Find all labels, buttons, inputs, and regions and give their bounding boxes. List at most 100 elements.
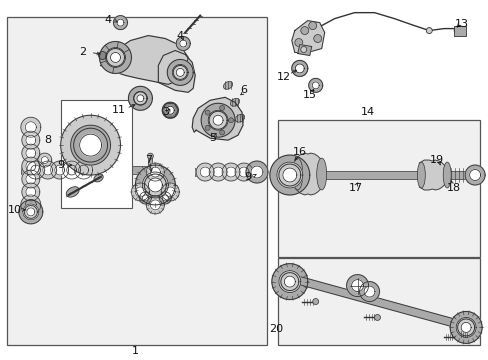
Bar — [61, 100, 132, 208]
Ellipse shape — [416, 162, 425, 188]
Polygon shape — [26, 174, 36, 184]
Circle shape — [300, 46, 306, 53]
Polygon shape — [280, 273, 298, 291]
Text: 13: 13 — [454, 19, 468, 28]
Polygon shape — [173, 66, 187, 80]
Text: 8: 8 — [44, 135, 51, 145]
Polygon shape — [146, 163, 164, 181]
Text: 2: 2 — [79, 48, 86, 58]
Polygon shape — [419, 160, 448, 190]
Polygon shape — [245, 161, 267, 183]
Polygon shape — [62, 161, 81, 179]
Polygon shape — [201, 103, 235, 137]
Polygon shape — [213, 115, 223, 125]
Text: 14: 14 — [360, 107, 374, 117]
Polygon shape — [159, 192, 171, 204]
Circle shape — [219, 105, 224, 111]
Polygon shape — [135, 187, 145, 197]
Polygon shape — [166, 106, 174, 114]
Polygon shape — [27, 161, 45, 179]
Circle shape — [204, 125, 210, 130]
Polygon shape — [82, 147, 88, 153]
Polygon shape — [19, 200, 42, 224]
Circle shape — [313, 35, 321, 42]
Polygon shape — [225, 167, 236, 177]
Polygon shape — [26, 187, 36, 197]
Polygon shape — [284, 276, 295, 287]
Polygon shape — [351, 280, 363, 292]
Polygon shape — [110, 53, 120, 62]
Circle shape — [374, 315, 380, 320]
Text: 11: 11 — [111, 105, 125, 115]
Polygon shape — [148, 178, 162, 192]
Polygon shape — [71, 125, 110, 165]
Bar — [277, 120, 479, 257]
Polygon shape — [38, 153, 52, 167]
Polygon shape — [209, 163, 226, 181]
Bar — [448, 171, 473, 179]
Circle shape — [308, 22, 316, 30]
Circle shape — [453, 26, 463, 36]
Polygon shape — [21, 117, 41, 137]
Circle shape — [300, 27, 308, 35]
Circle shape — [294, 39, 302, 46]
Polygon shape — [208, 110, 227, 130]
Text: 12: 12 — [276, 72, 290, 82]
Polygon shape — [80, 144, 91, 156]
Ellipse shape — [292, 158, 302, 190]
Ellipse shape — [230, 98, 239, 106]
Polygon shape — [449, 311, 481, 343]
Polygon shape — [278, 164, 300, 186]
Polygon shape — [134, 92, 146, 105]
Polygon shape — [135, 165, 175, 205]
Polygon shape — [22, 131, 40, 149]
Polygon shape — [308, 78, 322, 92]
Circle shape — [147, 153, 153, 159]
Polygon shape — [468, 170, 480, 180]
Circle shape — [426, 28, 431, 33]
Text: 16: 16 — [292, 147, 306, 157]
Text: 6: 6 — [240, 85, 247, 95]
Polygon shape — [117, 19, 124, 26]
Polygon shape — [239, 167, 248, 177]
Polygon shape — [66, 165, 77, 175]
Text: 18: 18 — [446, 183, 460, 193]
Polygon shape — [346, 275, 368, 297]
Polygon shape — [22, 157, 40, 175]
Polygon shape — [297, 45, 311, 55]
Bar — [277, 258, 479, 345]
Polygon shape — [21, 195, 41, 215]
Circle shape — [228, 118, 233, 123]
Polygon shape — [51, 161, 68, 179]
Polygon shape — [74, 128, 107, 162]
Circle shape — [204, 110, 210, 115]
Polygon shape — [235, 163, 252, 181]
Polygon shape — [196, 163, 214, 181]
Polygon shape — [161, 183, 179, 201]
Polygon shape — [137, 95, 143, 102]
Text: 5: 5 — [209, 133, 216, 143]
Circle shape — [312, 298, 318, 305]
Polygon shape — [144, 174, 166, 196]
Polygon shape — [55, 165, 64, 175]
Polygon shape — [106, 49, 124, 67]
Polygon shape — [22, 144, 40, 162]
Polygon shape — [27, 208, 35, 216]
Polygon shape — [139, 192, 151, 204]
Text: 10: 10 — [8, 205, 22, 215]
Text: 4: 4 — [104, 15, 111, 24]
Text: 19: 19 — [429, 155, 444, 165]
Polygon shape — [75, 161, 92, 179]
Polygon shape — [176, 68, 184, 76]
Text: 1: 1 — [132, 346, 139, 356]
Ellipse shape — [94, 174, 103, 182]
Polygon shape — [250, 166, 263, 178]
Bar — [324, 171, 428, 179]
Polygon shape — [25, 122, 36, 133]
Polygon shape — [176, 37, 190, 50]
Polygon shape — [43, 165, 53, 175]
Ellipse shape — [66, 187, 79, 197]
Polygon shape — [165, 187, 175, 197]
Polygon shape — [22, 183, 40, 201]
Polygon shape — [131, 183, 149, 201]
